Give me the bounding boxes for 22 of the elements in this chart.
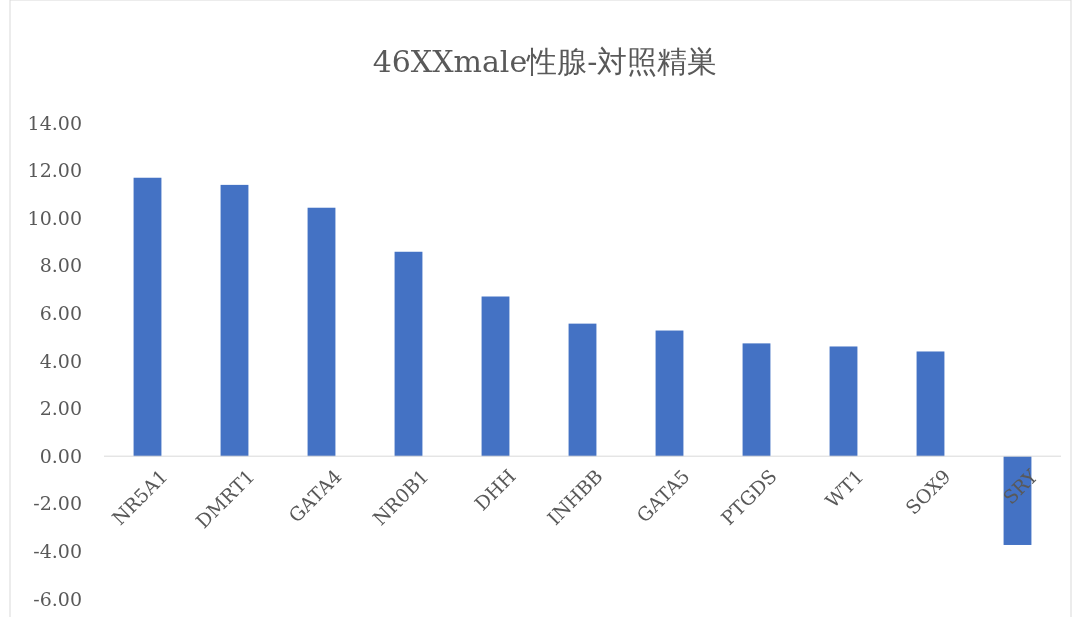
bar xyxy=(394,251,423,457)
y-tick-label: 12.00 xyxy=(27,159,82,182)
bar xyxy=(133,177,162,457)
bar xyxy=(742,343,771,457)
bar xyxy=(829,346,858,457)
y-tick-label: 4.00 xyxy=(39,349,82,372)
y-tick-label: 6.00 xyxy=(39,302,82,325)
y-tick-label: 8.00 xyxy=(39,254,82,277)
chart-title: 46XXmale性腺-対照精巣 xyxy=(372,44,718,79)
bar xyxy=(655,330,684,457)
y-tick-label: 10.00 xyxy=(27,206,82,229)
y-tick-label: -4.00 xyxy=(33,540,82,563)
bar xyxy=(568,323,597,457)
y-tick-label: 14.00 xyxy=(27,111,82,134)
bar xyxy=(307,207,336,457)
y-tick-label: 2.00 xyxy=(39,397,82,420)
bar xyxy=(481,296,510,457)
bar xyxy=(916,351,945,457)
y-tick-label: -2.00 xyxy=(33,492,82,515)
y-tick-label: 0.00 xyxy=(39,444,82,467)
y-tick-label: -6.00 xyxy=(33,587,82,610)
bar xyxy=(220,184,249,457)
